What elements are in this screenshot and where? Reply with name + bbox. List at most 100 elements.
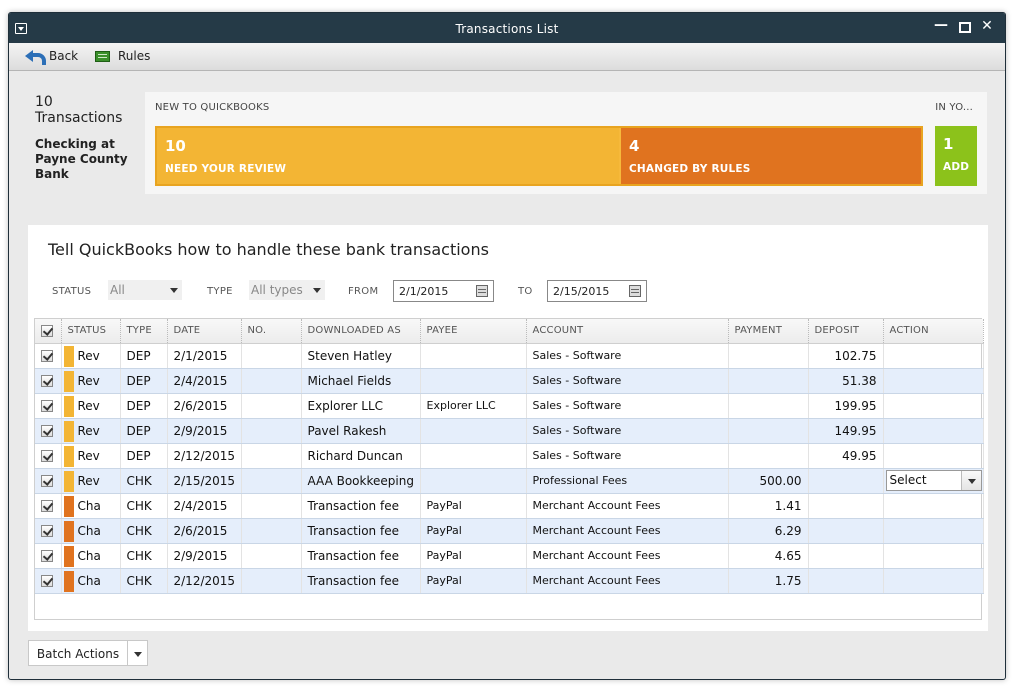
from-date-input[interactable]: 2/1/2015 [393,280,494,302]
row-date: 2/4/2015 [167,368,242,394]
changed-by-rules-label: CHANGED BY RULES [629,163,751,175]
status-text: Rev [77,423,100,438]
checkbox-checked-icon[interactable] [41,450,53,462]
column-date[interactable]: DATE [167,319,242,344]
row-checkbox-cell[interactable] [35,393,62,419]
row-checkbox-cell[interactable] [35,443,62,469]
need-review-tile[interactable]: 10 NEED YOUR REVIEW [157,128,619,184]
row-checkbox-cell[interactable] [35,368,62,394]
row-payee[interactable]: PayPal [420,568,527,594]
row-checkbox-cell[interactable] [35,518,62,544]
row-deposit [808,543,884,569]
table-row[interactable]: Rev DEP 2/12/2015 Richard Duncan Sales - Sof… [35,443,984,469]
column-downloaded-as[interactable]: DOWNLOADED AS [301,319,421,344]
row-checkbox-cell[interactable] [35,418,62,444]
checkbox-checked-icon[interactable] [41,500,53,512]
row-payee[interactable] [420,443,527,469]
status-color-bar [63,395,74,417]
row-payee[interactable]: PayPal [420,543,527,569]
table-row[interactable]: Rev DEP 2/4/2015 Michael Fields Sales - Soft… [35,368,984,394]
status-filter-select[interactable]: All [108,280,182,300]
row-account[interactable]: Sales - Software [526,393,729,419]
checkbox-checked-icon[interactable] [41,575,53,587]
row-account[interactable]: Professional Fees [526,468,729,494]
minimize-icon[interactable]: — [934,17,948,33]
row-account[interactable]: Sales - Software [526,368,729,394]
row-no [241,543,302,569]
column-type[interactable]: TYPE [120,319,168,344]
type-filter-select[interactable]: All types [249,280,325,300]
back-label: Back [49,49,79,63]
column-no[interactable]: NO. [241,319,302,344]
row-action [883,393,984,419]
row-payee[interactable] [420,343,527,369]
table-row[interactable]: Rev CHK 2/15/2015 AAA Bookkeeping Profession… [35,468,984,494]
row-checkbox-cell[interactable] [35,543,62,569]
to-date-input[interactable]: 2/15/2015 [547,280,647,302]
column-account[interactable]: ACCOUNT [526,319,729,344]
transactions-panel: Tell QuickBooks how to handle these bank… [28,225,988,631]
row-payee[interactable]: Explorer LLC [420,393,527,419]
close-icon[interactable]: ✕ [981,18,993,34]
checkbox-checked-icon[interactable] [41,324,53,337]
checkbox-checked-icon[interactable] [41,475,53,487]
row-payee[interactable] [420,468,527,494]
row-account[interactable]: Merchant Account Fees [526,493,729,519]
add-tile[interactable]: 1 ADD [935,126,977,186]
transaction-count-label: Transactions [35,110,123,126]
chevron-down-icon[interactable] [960,471,981,490]
table-row[interactable]: Cha CHK 2/12/2015 Transaction fee PayPal Merc… [35,568,984,594]
checkbox-checked-icon[interactable] [41,375,53,387]
back-button[interactable]: Back [25,49,79,65]
column-action[interactable]: ACTION [883,319,984,344]
row-payee[interactable]: PayPal [420,518,527,544]
row-payment [728,368,809,394]
row-account[interactable]: Merchant Account Fees [526,518,729,544]
row-checkbox-cell[interactable] [35,493,62,519]
row-payee[interactable] [420,368,527,394]
row-checkbox-cell[interactable] [35,468,62,494]
table-row[interactable]: Cha CHK 2/6/2015 Transaction fee PayPal Merch… [35,518,984,544]
select-all-header[interactable] [35,319,62,344]
row-action [883,368,984,394]
row-account[interactable]: Merchant Account Fees [526,543,729,569]
row-checkbox-cell[interactable] [35,568,62,594]
table-row[interactable]: Cha CHK 2/9/2015 Transaction fee PayPal Merch… [35,543,984,569]
batch-actions-button[interactable]: Batch Actions [28,640,128,666]
table-row[interactable]: Cha CHK 2/4/2015 Transaction fee PayPal Merch… [35,493,984,519]
row-payee[interactable] [420,418,527,444]
batch-actions-dropdown-icon[interactable] [128,640,148,666]
rules-button[interactable]: Rules [95,49,150,63]
status-color-bar [63,470,74,492]
calendar-icon[interactable] [476,285,488,297]
checkbox-checked-icon[interactable] [41,400,53,412]
row-type: CHK [120,543,168,569]
row-account[interactable]: Sales - Software [526,443,729,469]
checkbox-checked-icon[interactable] [41,350,53,362]
row-account[interactable]: Sales - Software [526,343,729,369]
column-payee[interactable]: PAYEE [420,319,527,344]
checkbox-checked-icon[interactable] [41,525,53,537]
column-deposit[interactable]: DEPOSIT [808,319,884,344]
row-downloaded-as: Transaction fee [301,543,421,569]
row-checkbox-cell[interactable] [35,343,62,369]
calendar-icon[interactable] [629,285,641,297]
window-menu-icon[interactable] [15,23,27,34]
title-bar: Transactions List — ✕ [9,13,1005,43]
row-downloaded-as: Explorer LLC [301,393,421,419]
table-row[interactable]: Rev DEP 2/6/2015 Explorer LLC Explorer LLC Sa… [35,393,984,419]
row-payee[interactable]: PayPal [420,493,527,519]
row-account[interactable]: Sales - Software [526,418,729,444]
add-count: 1 [943,135,954,153]
row-account[interactable]: Merchant Account Fees [526,568,729,594]
column-payment[interactable]: PAYMENT [728,319,809,344]
table-row[interactable]: Rev DEP 2/9/2015 Pavel Rakesh Sales - Softwa… [35,418,984,444]
column-status[interactable]: STATUS [61,319,121,344]
table-row[interactable]: Rev DEP 2/1/2015 Steven Hatley Sales - Softw… [35,343,984,369]
checkbox-checked-icon[interactable] [41,550,53,562]
checkbox-checked-icon[interactable] [41,425,53,437]
row-downloaded-as: Steven Hatley [301,343,421,369]
changed-by-rules-tile[interactable]: 4 CHANGED BY RULES [621,128,921,184]
action-select[interactable]: Select [885,470,982,491]
maximize-icon[interactable] [959,22,971,33]
